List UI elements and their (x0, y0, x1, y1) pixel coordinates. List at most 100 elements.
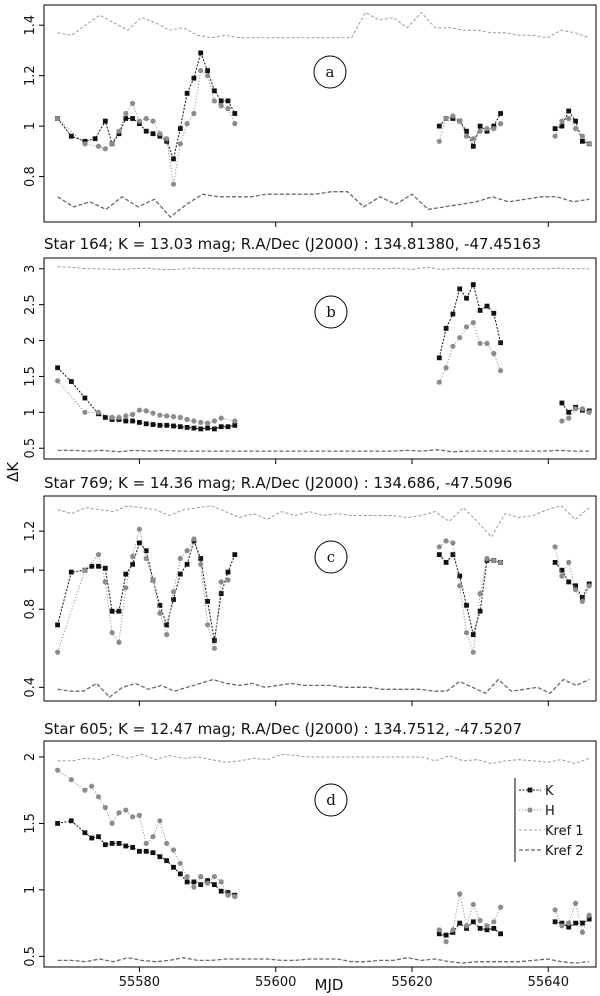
k-point (470, 919, 476, 925)
k-point (498, 111, 503, 116)
kref2-line (57, 678, 590, 698)
h-point (109, 141, 115, 147)
kref2-line (57, 191, 590, 218)
h-point (463, 923, 470, 929)
h-point (211, 98, 217, 104)
k-point (205, 425, 210, 431)
h-point (559, 418, 565, 424)
k-point (198, 556, 204, 561)
h-point (198, 419, 204, 425)
k-point (177, 871, 183, 877)
h-point (573, 900, 579, 906)
k-point (580, 595, 585, 600)
h-point (457, 335, 463, 341)
k-point (137, 848, 142, 854)
h-point (450, 343, 456, 349)
h-point (123, 110, 129, 117)
h-point (586, 409, 592, 415)
k-point (477, 926, 483, 931)
h-point (130, 100, 136, 106)
k-point (436, 931, 442, 937)
k-point (102, 842, 108, 848)
h-point (477, 591, 483, 597)
k-point (171, 423, 176, 429)
k-point (55, 622, 60, 628)
k-point (443, 560, 449, 565)
h-point (491, 350, 497, 357)
k-point (123, 116, 129, 121)
k-point (484, 927, 490, 933)
h-point (82, 409, 88, 415)
k-point (68, 818, 74, 824)
k-point (232, 111, 238, 116)
legend-h-marker (527, 807, 533, 813)
k-point (212, 88, 217, 94)
k-point (191, 425, 197, 431)
h-point (150, 118, 156, 124)
h-point (184, 874, 190, 880)
h-point (579, 598, 586, 605)
h-series-line (554, 546, 590, 603)
h-point (436, 379, 442, 385)
h-point (463, 630, 470, 636)
legend-k-marker (527, 787, 533, 793)
k-point (464, 295, 469, 301)
h-point (457, 583, 463, 589)
h-point (95, 794, 102, 800)
h-point (463, 324, 470, 330)
k-point (225, 98, 231, 104)
k-point (225, 890, 231, 895)
h-point (552, 544, 558, 550)
h-point (443, 939, 449, 945)
k-point (212, 426, 217, 432)
plot-area (55, 753, 592, 964)
k-point (225, 424, 231, 430)
k-point (205, 878, 210, 883)
h-point (82, 787, 88, 793)
h-series-line (439, 540, 501, 653)
k-point (573, 583, 578, 589)
h-point (205, 73, 211, 79)
k-point (443, 326, 449, 331)
h-point (170, 181, 177, 187)
panel-letter-circle (314, 783, 348, 817)
k-point (123, 418, 129, 424)
kref1-line (57, 505, 590, 538)
k-point (491, 310, 497, 316)
h-point (232, 893, 238, 900)
panel-letter: d (326, 791, 336, 809)
h-point (191, 884, 197, 890)
h-point (566, 559, 572, 566)
h-point (143, 408, 149, 414)
k-point (109, 841, 115, 846)
h-point (436, 544, 442, 550)
h-point (55, 378, 61, 384)
k-point (464, 602, 469, 608)
h-point (123, 807, 129, 813)
panel-letter: a (326, 63, 335, 81)
k-point (457, 286, 463, 292)
h-point (498, 368, 504, 374)
k-point (198, 426, 204, 432)
h-point (164, 632, 170, 638)
k-point (55, 365, 60, 371)
h-point (218, 103, 224, 109)
panel-a: Star 1xxx; K = 13.? mag; R.A/Dec (J2000)… (23, 4, 597, 227)
h-point (116, 810, 122, 816)
h-point (566, 115, 572, 122)
h-point (443, 115, 449, 122)
k-point (450, 311, 456, 317)
h-point (436, 138, 442, 144)
k-point (102, 415, 108, 420)
k-point (96, 834, 101, 840)
h-point (225, 105, 231, 112)
y-tick-label: 2 (23, 753, 38, 761)
k-point (470, 632, 476, 637)
panel-frame (43, 257, 597, 460)
h-series-line (438, 321, 502, 383)
k-point (559, 123, 565, 129)
panel-b: Star 164; K = 13.03 mag; R.A/Dec (J2000)… (23, 235, 597, 464)
k-point (143, 848, 149, 854)
k-series-line (438, 553, 501, 637)
h-series-line (438, 115, 501, 142)
